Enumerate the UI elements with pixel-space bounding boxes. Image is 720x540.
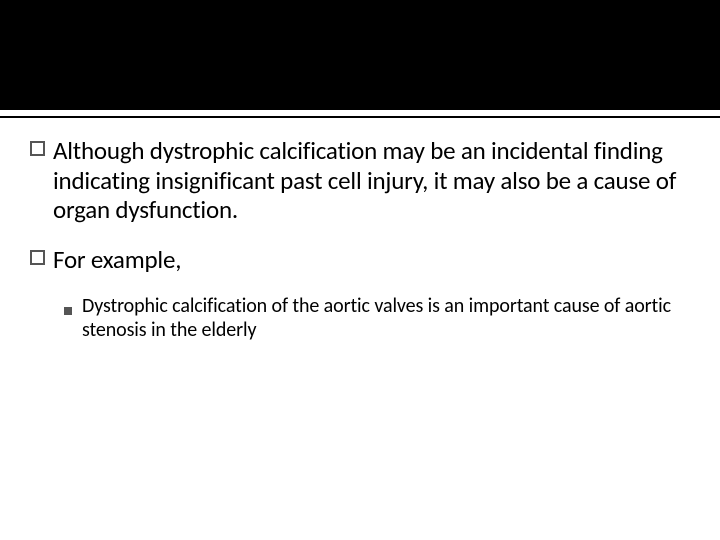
title-band	[0, 0, 720, 110]
hollow-square-icon	[30, 250, 45, 270]
bullet-text: For example,	[53, 245, 181, 275]
hollow-square-icon	[30, 141, 45, 161]
slide-body: Although dystrophic calcification may be…	[0, 118, 720, 343]
bullet-level-2: Dystrophic calcification of the aortic v…	[64, 294, 690, 343]
bullet-level-1: Although dystrophic calcification may be…	[30, 136, 690, 225]
bullet-text: Although dystrophic calcification may be…	[53, 136, 690, 225]
bullet-level-1: For example,	[30, 245, 690, 275]
slide: Although dystrophic calcification may be…	[0, 0, 720, 540]
solid-square-icon	[64, 301, 72, 320]
sub-bullet-text: Dystrophic calcification of the aortic v…	[82, 294, 690, 343]
